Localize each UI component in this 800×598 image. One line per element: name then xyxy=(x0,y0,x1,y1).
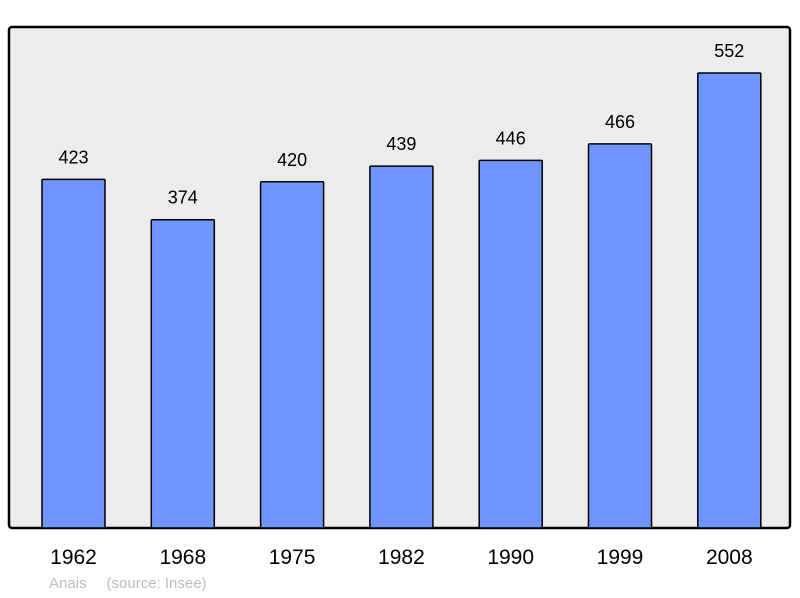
x-tick-label-2008: 2008 xyxy=(706,546,753,569)
data-label-1982: 439 xyxy=(386,134,416,154)
credit-source: (source: Insee) xyxy=(106,575,207,592)
bar-2008 xyxy=(697,72,762,529)
x-tick-label-1982: 1982 xyxy=(378,546,425,569)
data-label-2008: 552 xyxy=(714,41,744,61)
bar-1975 xyxy=(259,181,325,529)
x-tick-label-1999: 1999 xyxy=(597,546,644,569)
x-tick-label-1990: 1990 xyxy=(487,546,534,569)
data-label-1990: 446 xyxy=(496,128,526,148)
data-label-1962: 423 xyxy=(58,147,88,167)
bar-1968 xyxy=(150,218,216,529)
x-tick-label-1962: 1962 xyxy=(50,546,97,569)
data-label-1975: 420 xyxy=(277,150,307,170)
bar-1962 xyxy=(41,178,106,529)
x-tick-label-1975: 1975 xyxy=(269,546,316,569)
bar-1990 xyxy=(478,159,543,529)
credit-author: Anais xyxy=(49,575,87,592)
credit: Anais (source: Insee) xyxy=(49,575,227,592)
x-tick-label-1968: 1968 xyxy=(159,546,206,569)
bar-1999 xyxy=(587,143,653,529)
bar-1982 xyxy=(369,165,434,529)
data-label-1968: 374 xyxy=(168,188,198,208)
data-label-1999: 466 xyxy=(605,112,635,132)
